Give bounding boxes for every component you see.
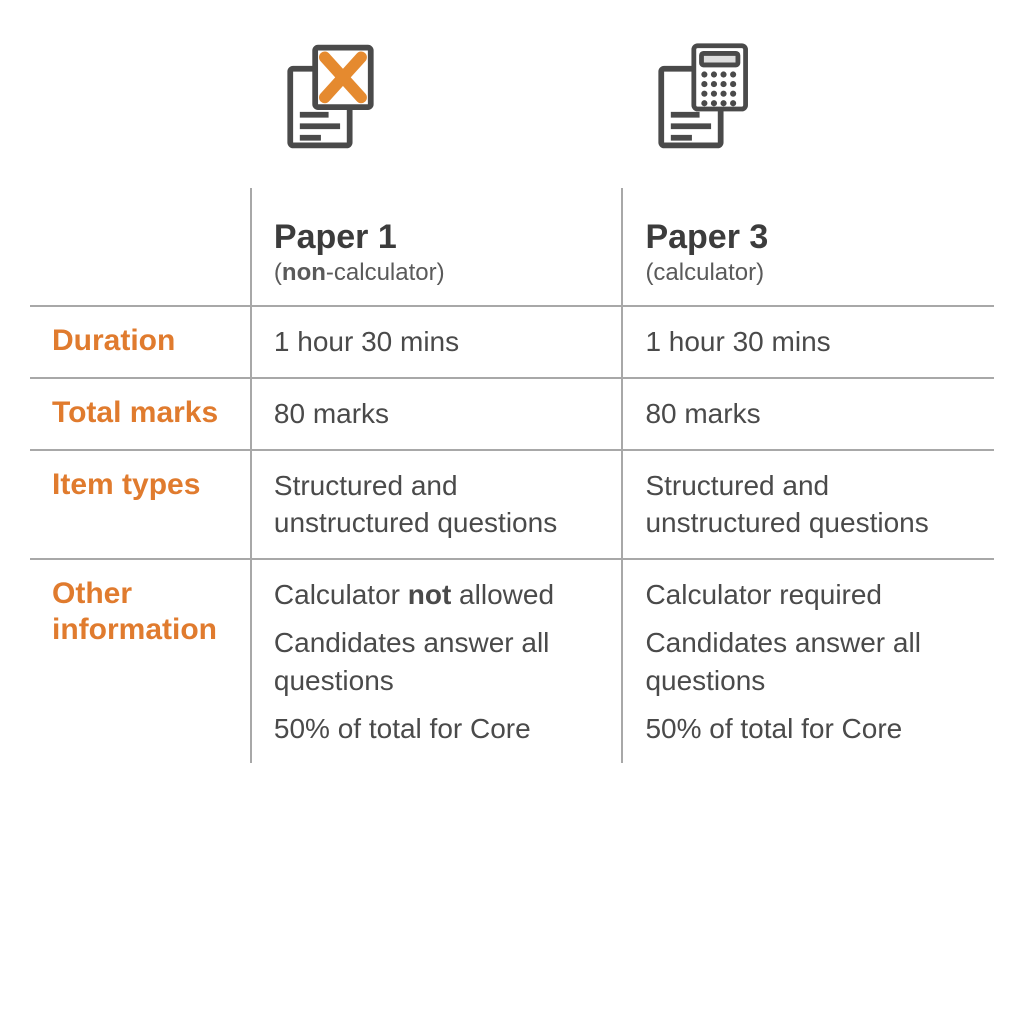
- paper3-subtitle: (calculator): [645, 259, 972, 287]
- row-label-otherinfo: Other information: [30, 559, 251, 763]
- cell-itemtypes-paper3: Structured and unstructured questions: [622, 450, 994, 560]
- comparison-table: Paper 1 (non-calculator) Paper 3 (calcul…: [30, 40, 994, 763]
- table-row: Total marks 80 marks 80 marks: [30, 378, 994, 450]
- cell-itemtypes-paper1: Structured and unstructured questions: [251, 450, 623, 560]
- paper3-title: Paper 3: [645, 218, 972, 257]
- icon-row: [30, 40, 994, 188]
- paper-no-calculator-icon: [273, 40, 388, 155]
- column-header-paper3: Paper 3 (calculator): [622, 188, 994, 306]
- cell-marks-paper1: 80 marks: [251, 378, 623, 450]
- paper-calculator-icon: [644, 40, 759, 155]
- column-header-paper1: Paper 1 (non-calculator): [251, 188, 623, 306]
- row-label-totalmarks: Total marks: [30, 378, 251, 450]
- table-row: Other information Calculator not allowed…: [30, 559, 994, 763]
- table-row: Item types Structured and unstructured q…: [30, 450, 994, 560]
- cell-other-paper3: Calculator required Candidates answer al…: [622, 559, 994, 763]
- header-row: Paper 1 (non-calculator) Paper 3 (calcul…: [30, 188, 994, 306]
- paper1-subtitle: (non-calculator): [274, 259, 600, 287]
- cell-marks-paper3: 80 marks: [622, 378, 994, 450]
- row-label-duration: Duration: [30, 306, 251, 378]
- cell-duration-paper3: 1 hour 30 mins: [622, 306, 994, 378]
- papers-table: Paper 1 (non-calculator) Paper 3 (calcul…: [30, 40, 994, 763]
- table-row: Duration 1 hour 30 mins 1 hour 30 mins: [30, 306, 994, 378]
- row-label-itemtypes: Item types: [30, 450, 251, 560]
- paper1-title: Paper 1: [274, 218, 600, 257]
- cell-other-paper1: Calculator not allowed Candidates answer…: [251, 559, 623, 763]
- cell-duration-paper1: 1 hour 30 mins: [251, 306, 623, 378]
